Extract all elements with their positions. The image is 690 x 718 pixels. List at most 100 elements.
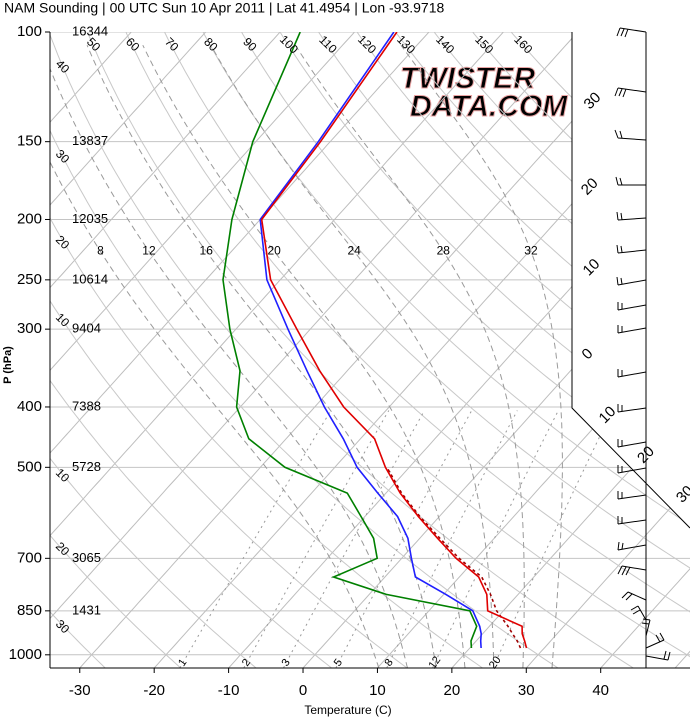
mixing-ratio-line xyxy=(243,410,390,668)
isotherm xyxy=(302,32,690,668)
x-tick-label: 20 xyxy=(444,682,461,699)
wind-barb xyxy=(616,276,647,286)
dry-adiabat-label: 130 xyxy=(394,32,418,56)
isotherm xyxy=(525,32,690,668)
moist-adiabat xyxy=(50,45,380,668)
moist-adiabat-label: 28 xyxy=(437,244,451,258)
height-label: 12035 xyxy=(72,211,108,226)
wind-barb xyxy=(617,565,647,576)
dry-adiabat xyxy=(509,32,690,668)
dry-adiabat-label: 70 xyxy=(162,35,182,55)
height-label: 10614 xyxy=(72,271,108,286)
mixing-ratio-label: 3 xyxy=(279,657,292,669)
isotherm xyxy=(50,32,506,668)
isotherm xyxy=(228,32,690,668)
profile-line xyxy=(222,32,478,649)
moist-adiabat xyxy=(400,44,563,668)
y-tick-label: 300 xyxy=(17,320,42,337)
profile-line xyxy=(386,466,522,649)
wind-barb xyxy=(617,325,647,334)
x-tick-label: 30 xyxy=(518,682,535,699)
isotherm xyxy=(79,32,655,668)
mixing-ratio-label: 2 xyxy=(240,657,253,669)
x-tick-label: 40 xyxy=(592,682,609,699)
mixing-ratio-line xyxy=(179,410,332,668)
dry-adiabat-label: 30 xyxy=(53,617,73,637)
mixing-ratio-label: 20 xyxy=(487,654,504,671)
moist-adiabat-label: 16 xyxy=(200,244,214,258)
isotherm xyxy=(600,32,690,668)
moist-adiabat xyxy=(86,45,437,668)
mixing-ratio-label: 5 xyxy=(332,657,345,669)
dry-adiabat xyxy=(316,32,690,668)
isotherm xyxy=(451,32,690,668)
moist-adiabat xyxy=(294,44,525,668)
mixing-ratio-label: 12 xyxy=(427,654,444,671)
wind-barb xyxy=(621,591,647,601)
chart-title: NAM Sounding | 00 UTC Sun 10 Apr 2011 | … xyxy=(4,0,444,16)
dry-adiabat xyxy=(50,32,408,668)
barb-boundary xyxy=(571,32,690,529)
moist-adiabat-label: 32 xyxy=(524,244,538,258)
isotherm-label: 20 xyxy=(578,175,602,199)
dry-adiabat-label: 80 xyxy=(201,35,221,55)
dry-adiabat xyxy=(240,32,690,668)
y-tick-label: 700 xyxy=(17,549,42,566)
wind-barbs xyxy=(614,27,671,661)
y-tick-label: 100 xyxy=(17,23,42,40)
height-label: 1431 xyxy=(72,602,101,617)
dry-adiabat-label: 40 xyxy=(53,57,73,77)
profiles xyxy=(222,32,528,649)
dry-adiabat xyxy=(163,32,690,668)
wind-barb xyxy=(616,244,647,254)
wind-barb xyxy=(617,302,647,311)
watermark-text: DATA.COM xyxy=(410,90,568,123)
height-label: 9404 xyxy=(72,321,101,336)
wind-barb xyxy=(617,516,647,525)
x-tick-label: -20 xyxy=(143,682,165,699)
dry-adiabat xyxy=(50,32,559,668)
isotherm xyxy=(50,32,208,668)
isotherm-label: 0 xyxy=(579,345,597,363)
dry-adiabat xyxy=(470,32,690,668)
x-tick-label: -10 xyxy=(218,682,240,699)
isotherm xyxy=(50,32,580,668)
y-tick-label: 500 xyxy=(17,458,42,475)
dry-adiabat xyxy=(432,32,690,668)
y-tick-label: 850 xyxy=(17,602,42,619)
isotherm xyxy=(50,32,357,668)
isotherm-label: 30 xyxy=(673,482,690,506)
profile-line xyxy=(260,32,528,649)
dry-adiabat xyxy=(50,32,634,668)
wind-barb xyxy=(614,129,647,141)
isotherm-label: 10 xyxy=(596,403,620,427)
wind-barb xyxy=(615,176,646,186)
frame xyxy=(49,32,690,669)
mixing-ratio-line xyxy=(283,410,425,668)
dry-adiabat-label: 90 xyxy=(240,35,260,55)
dry-adiabat-label: 30 xyxy=(53,147,73,167)
x-tick-label: -30 xyxy=(69,682,91,699)
isotherm-label: 20 xyxy=(634,443,658,467)
height-label: 5728 xyxy=(72,459,101,474)
y-tick-label: 400 xyxy=(17,398,42,415)
mixing-ratio-line xyxy=(335,410,473,668)
wind-barb xyxy=(630,605,647,621)
dry-adiabat xyxy=(50,32,483,668)
height-label: 13837 xyxy=(72,133,108,148)
height-label: 3065 xyxy=(72,550,101,565)
wind-barb xyxy=(617,465,647,474)
moist-adiabat-label: 12 xyxy=(142,244,156,258)
dry-adiabat xyxy=(278,32,690,668)
moist-adiabat xyxy=(142,44,466,668)
moist-adiabat-label: 8 xyxy=(97,244,104,258)
mixing-ratio-line xyxy=(386,410,518,668)
moist-adiabat xyxy=(210,44,495,668)
height-label: 7388 xyxy=(72,398,101,413)
dry-adiabat xyxy=(393,32,690,668)
y-tick-label: 1000 xyxy=(9,646,42,663)
mixing-ratio-line xyxy=(492,410,613,668)
y-tick-label: 150 xyxy=(17,133,42,150)
isotherm-label: 30 xyxy=(581,89,605,113)
wind-barb xyxy=(617,369,647,378)
